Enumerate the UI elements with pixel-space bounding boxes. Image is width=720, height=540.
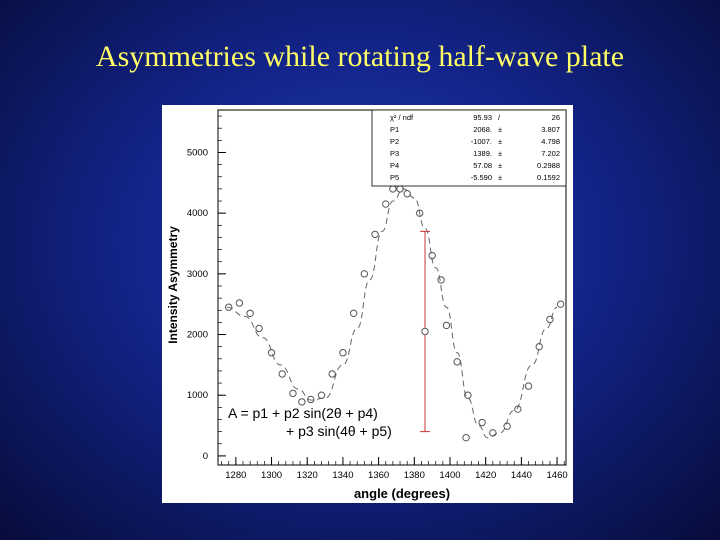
data-point — [535, 342, 543, 351]
y-tick-label: 4000 — [187, 208, 208, 219]
stats-sep: ± — [498, 161, 502, 170]
stats-name: P5 — [390, 173, 399, 182]
y-tick-label: 3000 — [187, 269, 208, 280]
stats-value: 2068. — [473, 125, 492, 134]
stats-name: P4 — [390, 161, 399, 170]
data-point — [478, 418, 486, 427]
fit-curve — [226, 188, 558, 439]
data-point — [546, 315, 554, 324]
data-point — [503, 422, 511, 430]
data-point — [255, 324, 263, 333]
x-tick-label: 1360 — [368, 470, 389, 481]
stats-value: 57.08 — [473, 161, 492, 170]
data-point — [298, 398, 306, 406]
x-tick-label: 1400 — [439, 470, 460, 481]
outlier-point — [462, 433, 470, 442]
fit-formula-line2: + p3 sin(4θ + p5) — [286, 423, 392, 439]
data-point — [328, 370, 336, 378]
stats-sep: ± — [498, 125, 502, 134]
data-point — [437, 276, 445, 284]
data-point — [235, 299, 244, 307]
stats-sep: ± — [498, 149, 502, 158]
stats-sep: ± — [498, 173, 502, 182]
x-tick-label: 1320 — [297, 470, 318, 481]
stats-name: P2 — [390, 137, 399, 146]
outlier-point — [421, 327, 429, 336]
data-point — [556, 300, 565, 308]
data-points-layer — [225, 185, 565, 442]
data-point — [396, 185, 404, 193]
data-point — [225, 303, 233, 311]
data-point — [278, 370, 286, 378]
data-point — [415, 209, 424, 217]
x-tick-label: 1420 — [475, 470, 496, 481]
data-point — [371, 230, 379, 239]
data-point — [428, 251, 436, 260]
data-point — [442, 321, 451, 330]
stats-error: 26 — [552, 113, 560, 122]
stats-value: 1389. — [473, 149, 492, 158]
stats-name: P3 — [390, 149, 399, 158]
stats-sep: ± — [498, 137, 502, 146]
data-point — [349, 309, 358, 317]
x-tick-label: 1440 — [511, 470, 532, 481]
x-tick-label: 1460 — [547, 470, 568, 481]
stats-value: -1007. — [471, 137, 492, 146]
y-tick-label: 2000 — [187, 330, 208, 341]
y-tick-label: 5000 — [187, 147, 208, 158]
y-axis-label: Intensity Asymmetry — [166, 226, 180, 344]
stats-error: 0.1592 — [537, 173, 560, 182]
stats-box-frame — [371, 109, 567, 187]
stats-error: 7.202 — [541, 149, 560, 158]
axis-ticks: 1280 1300 1320 1340 1360 1380 1400 1420 1440 1460… — [187, 115, 568, 481]
fit-formula-line1: A = p1 + p2 sin(2θ + p4) — [228, 405, 378, 421]
data-point — [524, 382, 533, 390]
data-point — [403, 190, 411, 198]
x-axis-label: angle (degrees) — [354, 486, 450, 501]
plot-panel: 1280 1300 1320 1340 1360 1380 1400 1420 1440 1460… — [162, 105, 573, 503]
data-point — [453, 358, 461, 366]
stats-error: 3.807 — [541, 125, 560, 134]
data-point — [489, 429, 497, 437]
y-tick-label: 0 — [203, 451, 208, 462]
stats-value: -5.590 — [471, 173, 492, 182]
slide-title: Asymmetries while rotating half-wave pla… — [95, 40, 625, 73]
data-point — [514, 405, 522, 413]
stats-sep: / — [498, 113, 501, 122]
data-point — [289, 389, 297, 398]
data-point — [389, 185, 397, 193]
fit-curve-layer — [226, 188, 558, 439]
stats-box: χ² / ndf 95.93 / 26 P1 2068. ±3.807 P2 -1007. ±4.… — [371, 109, 567, 187]
x-tick-label: 1380 — [404, 470, 425, 481]
x-tick-label: 1300 — [261, 470, 282, 481]
y-tick-label: 1000 — [187, 390, 208, 401]
chart-svg: 1280 1300 1320 1340 1360 1380 1400 1420 1440 1460… — [166, 109, 568, 501]
stats-error: 4.798 — [541, 137, 560, 146]
data-point — [246, 309, 254, 317]
stats-name: χ² / ndf — [390, 113, 414, 122]
x-tick-label: 1340 — [332, 470, 353, 481]
data-point — [464, 391, 472, 399]
stats-error: 0.2988 — [537, 161, 560, 170]
data-point — [317, 391, 326, 399]
data-point — [307, 395, 315, 404]
x-tick-label: 1280 — [225, 470, 246, 481]
fit-formula: A = p1 + p2 sin(2θ + p4) + p3 sin(4θ + p5… — [228, 405, 392, 439]
stats-value: 95.93 — [473, 113, 492, 122]
stats-name: P1 — [390, 125, 399, 134]
data-point — [382, 200, 390, 208]
data-point — [339, 349, 347, 357]
data-point — [360, 270, 369, 278]
data-point — [267, 349, 276, 357]
